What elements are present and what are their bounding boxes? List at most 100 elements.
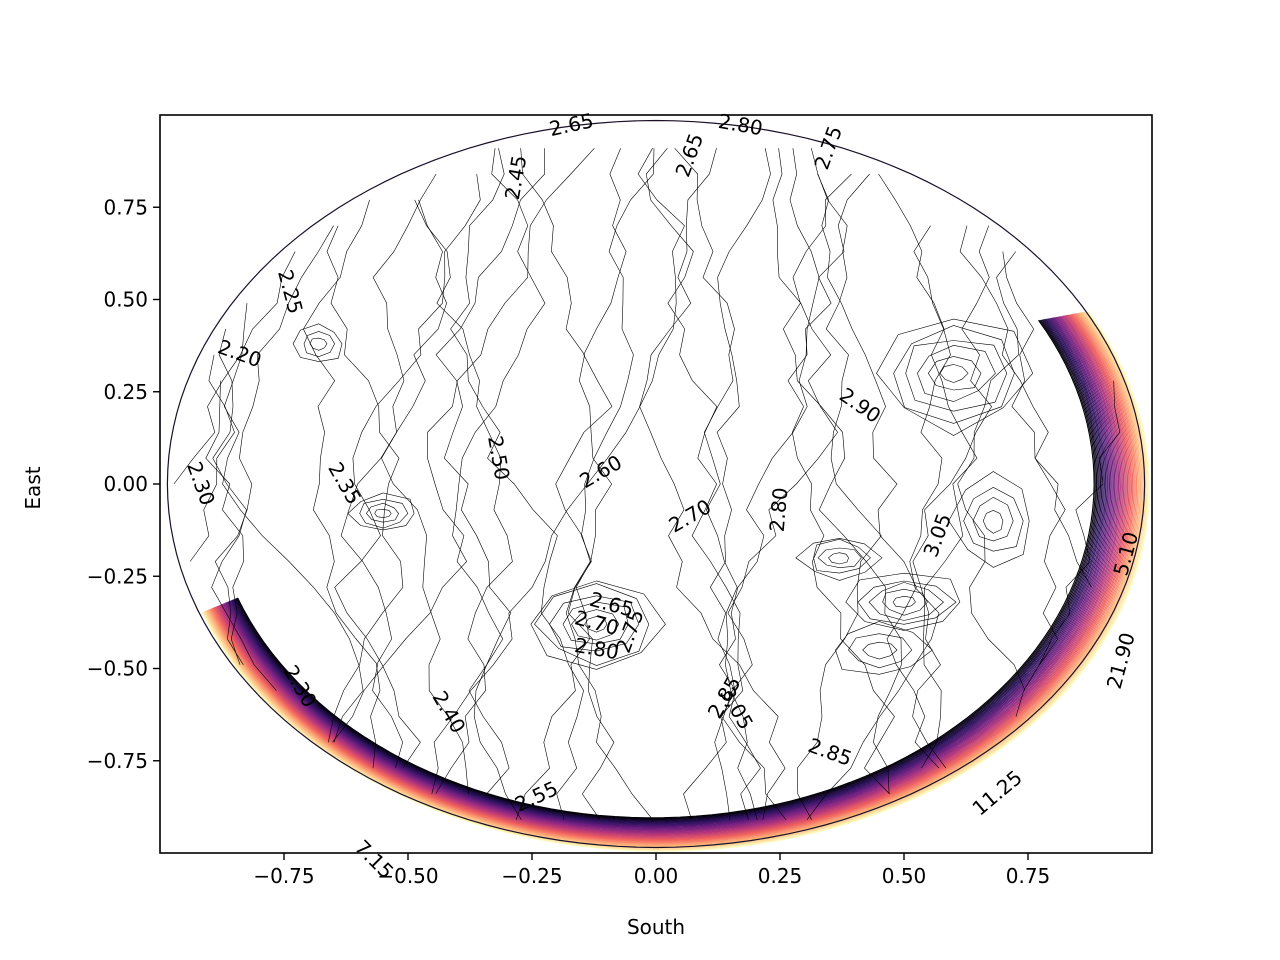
contour-line	[879, 174, 977, 794]
contour-label: 2.30	[182, 458, 220, 508]
contour-boundary	[166, 119, 1146, 849]
y-tick-label: 0.50	[103, 288, 148, 312]
y-tick-label: 0.75	[103, 195, 148, 219]
contour-loop	[857, 580, 957, 625]
contour-line	[503, 148, 612, 845]
contour-rim-line	[212, 313, 1134, 842]
contour-line	[451, 148, 584, 845]
contour-line	[432, 148, 685, 820]
contour-rim-line	[216, 314, 1127, 838]
contour-line	[818, 174, 939, 794]
contour-loop	[309, 337, 328, 351]
contour-loop	[303, 331, 335, 358]
contour-loop	[835, 621, 933, 675]
contour-rim-line	[237, 319, 1095, 819]
x-tick-label: 0.50	[882, 864, 927, 888]
contour-loop	[868, 582, 944, 621]
contour-loop	[927, 356, 982, 391]
contour-rim-line	[218, 315, 1125, 837]
contour-rim-line	[209, 312, 1139, 845]
contour-loop	[848, 633, 913, 669]
y-tick-label: −0.25	[87, 564, 148, 588]
y-axis-label: East	[21, 466, 45, 509]
contour-rim-line	[205, 311, 1144, 848]
contour-rim-line	[204, 311, 1147, 850]
contour-loop	[882, 588, 928, 616]
contour-rim-line	[209, 312, 1138, 844]
contour-rim-line	[201, 310, 1151, 852]
contour-label: 2.90	[835, 383, 885, 428]
contour-loop	[534, 583, 650, 666]
x-tick-label: 0.00	[634, 864, 679, 888]
contour-line	[958, 252, 1030, 717]
contour-loop	[845, 572, 961, 631]
contour-loop	[876, 318, 1034, 436]
contour-loop	[374, 508, 392, 518]
contour-loop	[828, 552, 849, 565]
contour-rim-line	[211, 313, 1135, 843]
y-tick-label: −0.50	[87, 657, 148, 681]
contour-label: 3.05	[918, 510, 956, 560]
contour-rim-line	[232, 318, 1102, 823]
contour-label: 2.20	[215, 335, 265, 373]
contour-label: 2.60	[575, 450, 626, 493]
contour-label: 2.50	[483, 434, 514, 482]
contour-loop	[963, 487, 1024, 552]
contour-rim-line	[229, 318, 1107, 826]
y-tick-label: 0.00	[103, 472, 148, 496]
y-tick-label: −0.75	[87, 749, 148, 773]
contour-rim-line	[213, 314, 1131, 841]
contour-loop	[359, 498, 409, 529]
contour-rim-line	[220, 315, 1121, 834]
x-tick-label: 0.75	[1006, 864, 1051, 888]
contour-loop	[292, 323, 343, 362]
contour-loop	[893, 325, 1015, 424]
contour-loop	[562, 601, 629, 645]
contour-line	[960, 226, 1065, 691]
contour-line	[428, 148, 595, 845]
contour-rim-line	[215, 314, 1129, 839]
contour-loop	[948, 471, 1030, 568]
contour-loop	[347, 492, 415, 531]
contour-label: 2.85	[805, 733, 855, 771]
contour-rim-line	[219, 315, 1122, 835]
contour-rim-line	[204, 311, 1145, 849]
contour-lines	[148, 119, 1151, 852]
contour-loop	[549, 595, 640, 652]
contour-rim-line	[224, 316, 1114, 830]
contour-rim-line	[223, 316, 1117, 832]
x-tick-label: −0.50	[377, 864, 438, 888]
y-axis-ticks: 0.75 0.50 0.25 0.00 −0.25 −0.50 −0.75	[87, 195, 160, 773]
contour-rim-line	[230, 318, 1105, 825]
contour-loop	[584, 616, 608, 633]
contour-label: 2.70	[665, 494, 716, 537]
contour-loop	[530, 580, 666, 670]
x-tick-label: −0.75	[253, 864, 314, 888]
contour-loop	[892, 595, 916, 608]
contour-loop	[817, 547, 862, 569]
contour-label: 2.35	[323, 458, 366, 509]
contour-label: 2.65	[670, 130, 708, 180]
contour-line	[788, 174, 895, 820]
contour-rim-line	[210, 313, 1136, 844]
y-tick-label: 0.25	[103, 380, 148, 404]
x-axis-ticks: −0.75 −0.50 −0.25 0.00 0.25 0.50 0.75	[253, 853, 1050, 888]
contour-rim-line	[234, 319, 1099, 821]
contour-loop	[366, 502, 399, 523]
contour-loop	[905, 340, 1008, 412]
contour-loop	[862, 641, 898, 660]
contour-rim-line	[217, 314, 1126, 837]
contour-rim-line	[227, 317, 1111, 828]
x-tick-label: −0.25	[501, 864, 562, 888]
contour-loop	[917, 344, 996, 402]
contour-label: 2.80	[717, 109, 765, 140]
contour-label: 11.25	[968, 765, 1027, 820]
x-axis-label: South	[627, 915, 685, 939]
contour-rim-line	[231, 318, 1104, 824]
contour-rim-line	[235, 319, 1098, 820]
contour-rim-line	[228, 317, 1108, 827]
contour-rim-line	[228, 317, 1109, 827]
contour-label: 2.80	[765, 486, 793, 532]
contour-rim-line	[223, 316, 1116, 831]
